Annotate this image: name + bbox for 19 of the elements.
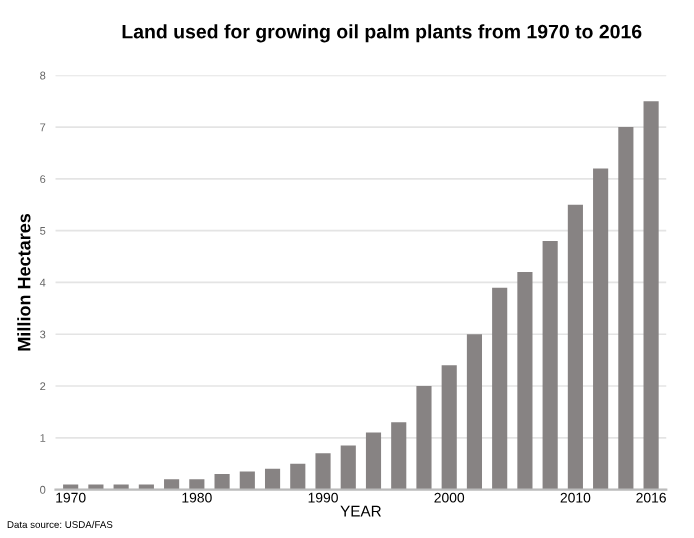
- bar: [290, 463, 306, 490]
- bar: [466, 334, 483, 490]
- bar: [593, 168, 609, 490]
- bar: [365, 432, 382, 490]
- bar: [643, 101, 659, 490]
- bar: [264, 468, 281, 490]
- bar: [416, 386, 432, 490]
- bar: [492, 287, 508, 490]
- bar: [567, 204, 583, 490]
- bar: [315, 453, 331, 490]
- y-axis-title: Million Hectares: [17, 213, 31, 351]
- chart-title: Land used for growing oil palm plants from 1970 to 2016: [122, 24, 642, 43]
- bar: [391, 422, 407, 490]
- bar: [618, 127, 634, 490]
- bar: [340, 445, 356, 490]
- bar: [542, 241, 558, 490]
- bar: [441, 365, 457, 490]
- bar: [517, 272, 533, 490]
- bar: [239, 471, 255, 490]
